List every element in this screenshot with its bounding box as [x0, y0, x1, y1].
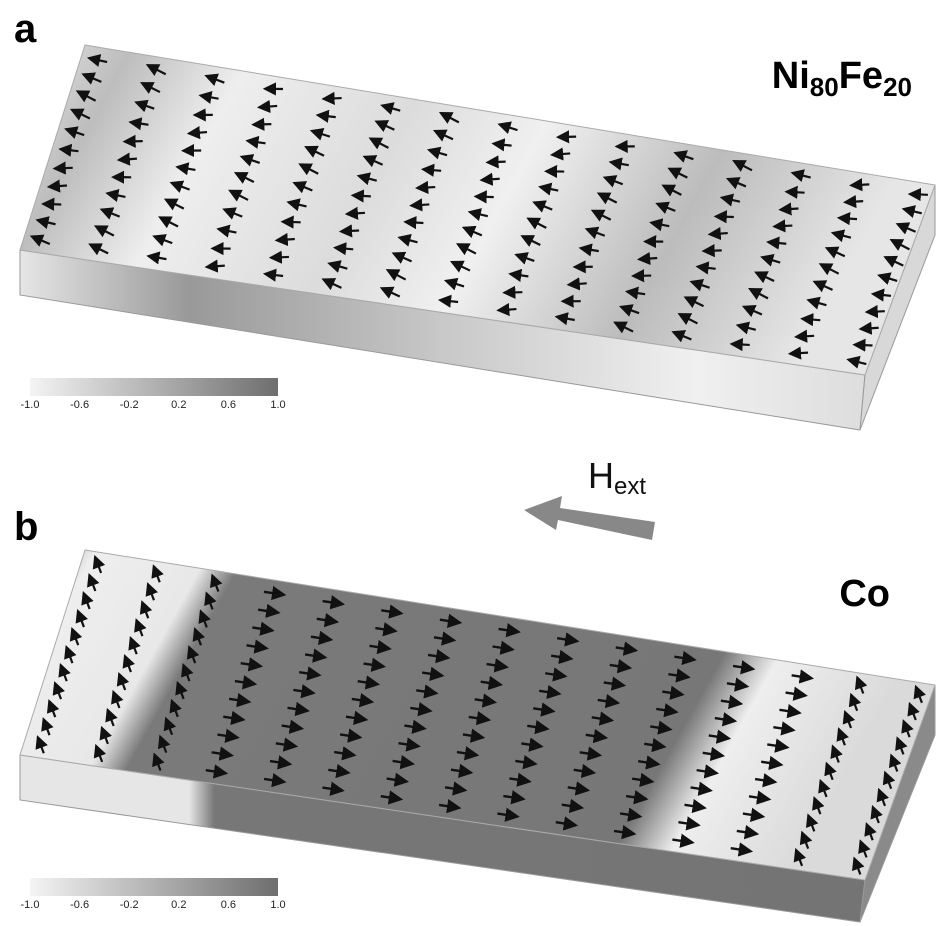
figure: a Ni80Fe20 -1.0-0.6-0.20.20.61.0 Hext b … [0, 0, 939, 926]
arrow [552, 153, 570, 154]
colorbar [30, 878, 278, 896]
arrow [43, 204, 61, 205]
arrow [488, 162, 506, 163]
colorbar-tick-label: 0.6 [221, 399, 236, 411]
arrow [704, 250, 722, 251]
arrow [482, 179, 500, 180]
arrow [851, 184, 869, 185]
arrow [277, 239, 295, 240]
colorbar-tick-label: -0.6 [70, 399, 89, 411]
arrow [49, 186, 67, 187]
arrow [347, 213, 365, 214]
arrow [790, 353, 808, 354]
arrow [569, 283, 587, 284]
colorbar-tick-label: -0.2 [120, 899, 139, 911]
arrow [423, 169, 441, 171]
arrow [207, 266, 225, 267]
colorbar-ticks: -1.0 -0.6 -0.2 0.2 0.6 1.0 [21, 399, 286, 411]
subscript: 20 [883, 72, 912, 102]
arrow [732, 344, 750, 345]
arrow [283, 222, 301, 223]
arrow [119, 159, 137, 160]
colorbar-tick-label: 0.2 [171, 399, 186, 411]
material-label: Ni80Fe20 [772, 55, 912, 102]
panel-label: b [14, 505, 38, 549]
symbol: H [588, 455, 614, 496]
material-label: Co [839, 573, 890, 615]
colorbar-ticks: -1.0 -0.6 -0.2 0.2 0.6 1.0 [21, 899, 286, 911]
colorbar-tick-label: 0.6 [221, 899, 236, 911]
arrow [716, 216, 734, 217]
arrow [498, 309, 516, 310]
arrow [710, 233, 728, 234]
colorbar-tick-label: 1.0 [270, 399, 285, 411]
arrow [802, 319, 820, 320]
arrow [780, 209, 798, 210]
arrow [55, 168, 73, 169]
colorbar-tick-label: -1.0 [21, 899, 40, 911]
arrow [341, 230, 359, 231]
arrow [845, 201, 863, 202]
arrow [839, 218, 857, 219]
arrow [417, 187, 435, 188]
subscript: ext [614, 473, 646, 500]
arrow [324, 98, 342, 99]
arrow [855, 345, 873, 346]
arrow [504, 292, 522, 293]
page: a Ni80Fe20 -1.0-0.6-0.20.20.61.0 Hext b … [0, 0, 939, 926]
field-label: Hext [588, 455, 646, 500]
arrow [867, 311, 885, 312]
arrow [910, 194, 928, 195]
colorbar [30, 378, 278, 396]
arrow [639, 258, 657, 259]
arrow [259, 106, 277, 107]
element: Fe [839, 55, 883, 97]
arrow [335, 248, 353, 250]
arrow [189, 132, 207, 133]
panel-label: a [14, 7, 37, 51]
colorbar-tick-label: 0.2 [171, 899, 186, 911]
arrow [411, 204, 429, 205]
arrow [405, 222, 423, 223]
arrow [476, 196, 494, 197]
subscript: 80 [810, 72, 839, 102]
colorbar-tick-label: 1.0 [270, 899, 285, 911]
arrow [353, 195, 371, 196]
arrow [787, 192, 805, 193]
element: Ni [772, 55, 810, 97]
arrow [774, 226, 792, 227]
field-arrow [524, 496, 655, 540]
arrow [271, 257, 289, 258]
colorbar-tick-label: -1.0 [21, 399, 40, 411]
colorbar-tick-label: -0.2 [120, 399, 139, 411]
colorbar-tick-label: -0.6 [70, 899, 89, 911]
arrow [796, 336, 814, 337]
arrow [861, 328, 879, 329]
